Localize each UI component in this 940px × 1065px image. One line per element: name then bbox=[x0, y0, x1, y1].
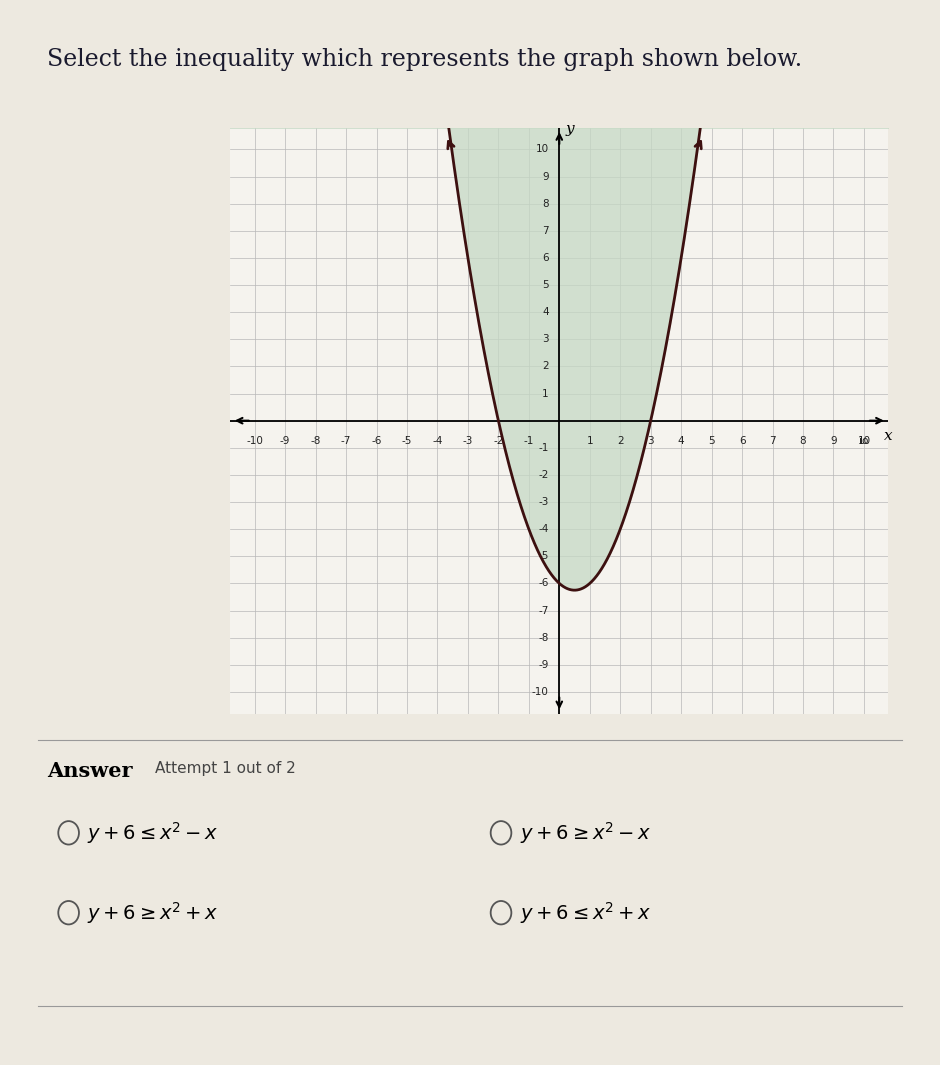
Text: 10: 10 bbox=[857, 436, 870, 445]
Text: -10: -10 bbox=[246, 436, 263, 445]
Text: -4: -4 bbox=[539, 524, 549, 535]
Text: 4: 4 bbox=[542, 307, 549, 317]
Text: 1: 1 bbox=[587, 436, 593, 445]
Text: -3: -3 bbox=[462, 436, 473, 445]
Text: 4: 4 bbox=[678, 436, 684, 445]
Text: y: y bbox=[566, 122, 574, 136]
Text: -9: -9 bbox=[539, 659, 549, 670]
Text: -7: -7 bbox=[539, 606, 549, 616]
Text: -2: -2 bbox=[539, 470, 549, 480]
Text: $y+6\leq x^2 - x$: $y+6\leq x^2 - x$ bbox=[87, 820, 219, 846]
Text: -7: -7 bbox=[341, 436, 352, 445]
Text: 6: 6 bbox=[739, 436, 745, 445]
Text: -10: -10 bbox=[532, 687, 549, 697]
Text: -1: -1 bbox=[539, 443, 549, 453]
Text: io: io bbox=[859, 436, 869, 445]
Text: 2: 2 bbox=[542, 361, 549, 372]
Text: -6: -6 bbox=[371, 436, 382, 445]
Text: x: x bbox=[884, 428, 893, 443]
Text: -5: -5 bbox=[401, 436, 412, 445]
Text: -9: -9 bbox=[280, 436, 290, 445]
Text: -5: -5 bbox=[539, 552, 549, 561]
Text: 3: 3 bbox=[648, 436, 654, 445]
Text: 7: 7 bbox=[542, 226, 549, 235]
Text: 9: 9 bbox=[830, 436, 837, 445]
Text: Select the inequality which represents the graph shown below.: Select the inequality which represents t… bbox=[47, 48, 802, 71]
Text: -1: -1 bbox=[524, 436, 534, 445]
Text: 10: 10 bbox=[536, 145, 549, 154]
Text: $y+6\geq x^2 - x$: $y+6\geq x^2 - x$ bbox=[520, 820, 651, 846]
Text: -3: -3 bbox=[539, 497, 549, 507]
Text: $y+6\leq x^2 + x$: $y+6\leq x^2 + x$ bbox=[520, 900, 651, 925]
Text: 8: 8 bbox=[800, 436, 807, 445]
Text: 8: 8 bbox=[542, 199, 549, 209]
Text: -2: -2 bbox=[494, 436, 504, 445]
Text: 5: 5 bbox=[709, 436, 715, 445]
Text: Answer: Answer bbox=[47, 761, 133, 782]
Text: 7: 7 bbox=[769, 436, 776, 445]
Text: Attempt 1 out of 2: Attempt 1 out of 2 bbox=[155, 761, 296, 776]
Text: 2: 2 bbox=[617, 436, 623, 445]
Text: 1: 1 bbox=[542, 389, 549, 398]
Text: 6: 6 bbox=[542, 253, 549, 263]
Text: $y+6\geq x^2 + x$: $y+6\geq x^2 + x$ bbox=[87, 900, 219, 925]
Text: -8: -8 bbox=[310, 436, 321, 445]
Text: 9: 9 bbox=[542, 171, 549, 182]
Text: -4: -4 bbox=[432, 436, 443, 445]
Text: 3: 3 bbox=[542, 334, 549, 344]
Text: -8: -8 bbox=[539, 633, 549, 642]
Text: -6: -6 bbox=[539, 578, 549, 588]
Text: 5: 5 bbox=[542, 280, 549, 290]
